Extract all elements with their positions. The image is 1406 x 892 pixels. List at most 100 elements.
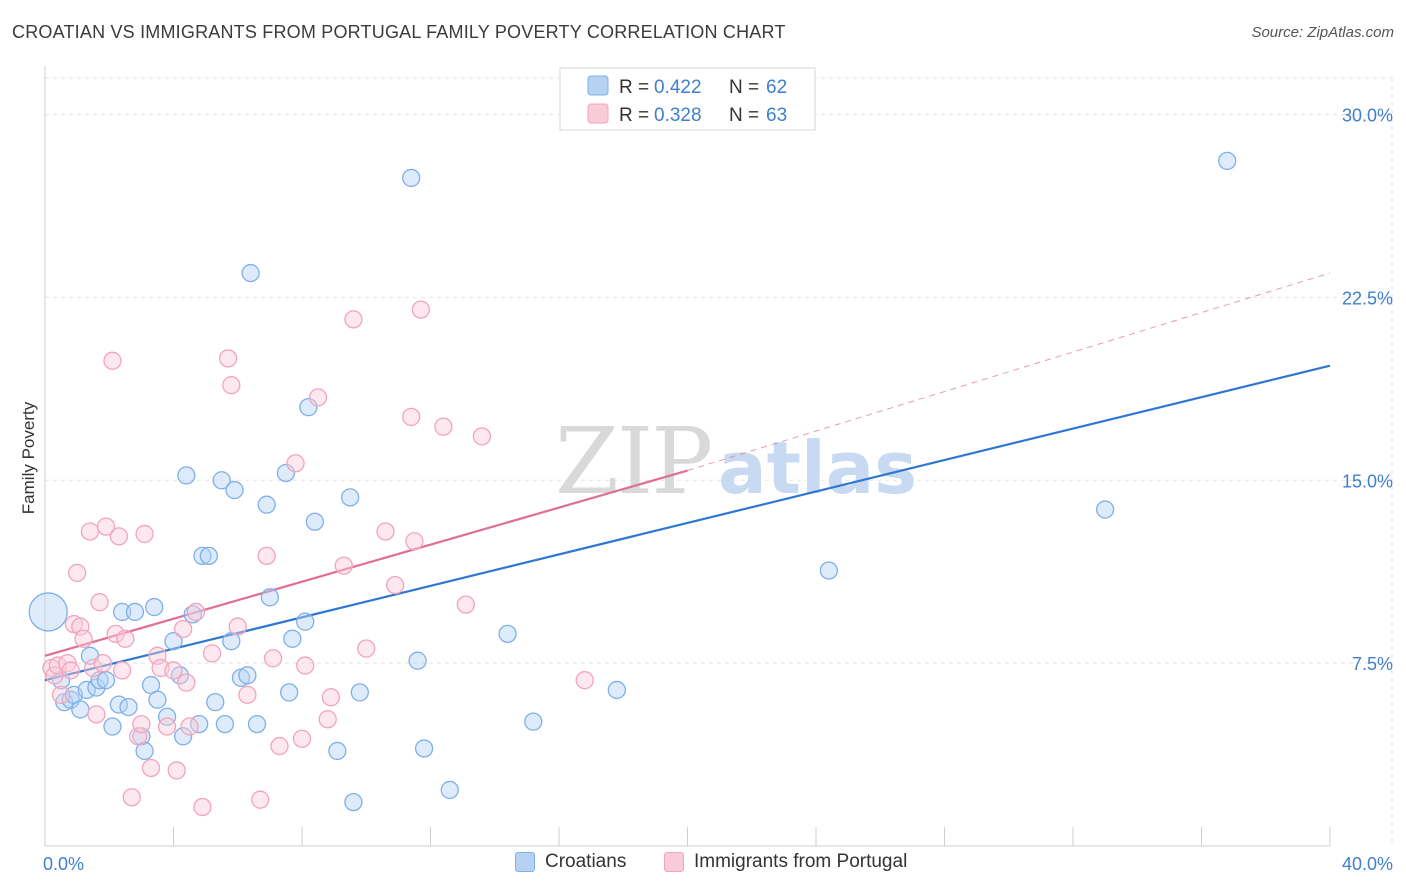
x-tick-label-1: 40.0% [1342,854,1393,874]
point-portugal-13 [90,593,109,612]
point-portugal-15 [96,517,116,536]
point-croatians-11 [103,717,122,736]
point-portugal-42 [257,546,276,566]
point-portugal-3 [51,685,71,704]
x-tick-label-0: 0.0% [43,854,84,874]
point-portugal-59 [434,417,453,436]
point-portugal-51 [334,556,353,575]
point-portugal-39 [228,617,247,636]
point-portugal-23 [132,714,151,734]
watermark: ZIP atlas [555,408,917,515]
point-portugal-55 [386,575,405,595]
point-portugal-54 [376,522,395,541]
point-croatians-38 [247,714,267,734]
point-croatians-47 [328,741,347,761]
point-croatians-43 [283,629,302,648]
point-portugal-50 [321,688,341,707]
legend-n-label-croatians: N = [729,77,759,98]
point-croatians-21 [157,707,177,726]
point-portugal-16 [103,351,122,370]
legend-item-portugal[interactable]: Immigrants from Portugal [664,851,907,873]
legend-swatch-portugal [664,852,684,872]
point-portugal-14 [93,653,112,673]
legend-item-croatians[interactable]: Croatians [515,851,626,873]
point-portugal-44 [270,736,289,756]
legend-label-croatians: Croatians [545,851,627,872]
point-croatians-46 [305,512,325,531]
point-croatians-28 [193,546,212,566]
y-axis-label: Family Poverty [19,401,38,514]
y-tick-label-1: 15.0% [1342,471,1393,491]
point-portugal-45 [286,454,305,473]
data-points [28,151,1237,817]
point-portugal-49 [318,710,337,729]
point-croatians-14 [119,697,138,717]
watermark-zip: ZIP [555,408,711,515]
point-portugal-20 [116,629,135,648]
point-croatians-29 [199,546,218,566]
point-croatians-51 [402,168,421,188]
point-portugal-48 [308,388,328,407]
legend-swatch-portugal [587,103,609,124]
point-portugal-40 [238,685,257,704]
watermark-atlas: atlas [718,426,917,510]
legend-r-value-portugal: 0.328 [654,105,702,126]
point-croatians-13 [112,602,132,622]
point-croatians-3 [61,690,80,709]
point-portugal-11 [84,658,103,678]
point-croatians-0 [28,592,68,632]
point-portugal-30 [167,761,186,780]
point-croatians-36 [238,666,257,685]
point-croatians-39 [257,495,276,514]
point-portugal-18 [109,527,129,546]
point-croatians-40 [260,588,280,607]
point-portugal-33 [180,717,199,736]
point-portugal-38 [222,376,241,395]
point-portugal-62 [575,671,594,690]
point-portugal-5 [61,661,80,680]
point-portugal-24 [135,524,154,544]
point-croatians-15 [125,602,145,622]
point-croatians-60 [1218,151,1237,171]
point-croatians-52 [408,651,427,670]
legend-label-portugal: Immigrants from Portugal [694,851,908,872]
point-portugal-41 [251,790,270,809]
point-croatians-26 [183,605,202,624]
legend-r-label-portugal: R = [619,105,649,126]
point-croatians-54 [440,780,459,800]
point-portugal-36 [202,644,222,663]
point-croatians-49 [344,792,363,812]
point-portugal-34 [186,602,206,622]
point-croatians-32 [215,714,235,734]
legend-n-label-portugal: N = [729,105,759,126]
y-tick-label-3: 30.0% [1342,106,1393,126]
legend-r-label-croatians: R = [619,77,649,98]
point-croatians-37 [241,263,260,283]
point-portugal-47 [296,656,315,675]
point-portugal-61 [472,427,492,446]
point-portugal-25 [141,758,161,778]
point-croatians-30 [206,693,225,712]
point-portugal-37 [218,349,238,368]
point-croatians-56 [524,712,543,731]
point-croatians-10 [96,671,116,690]
legend-n-value-portugal: 63 [766,105,787,126]
point-portugal-19 [112,661,132,680]
point-portugal-17 [106,624,125,644]
legend-n-value-croatians: 62 [766,77,787,98]
point-croatians-20 [148,690,167,709]
point-portugal-9 [74,629,93,648]
point-portugal-35 [193,797,212,817]
legend-bottom: Croatians Immigrants from Portugal [0,851,1406,879]
point-croatians-19 [145,597,164,617]
point-croatians-50 [350,683,369,702]
point-croatians-25 [177,466,196,485]
point-portugal-52 [344,310,363,329]
trend-extension-portugal [687,272,1331,472]
y-tick-label-0: 7.5% [1352,654,1393,674]
point-croatians-22 [164,632,183,651]
point-croatians-34 [225,480,244,500]
point-croatians-24 [173,727,193,746]
point-croatians-5 [71,700,90,719]
